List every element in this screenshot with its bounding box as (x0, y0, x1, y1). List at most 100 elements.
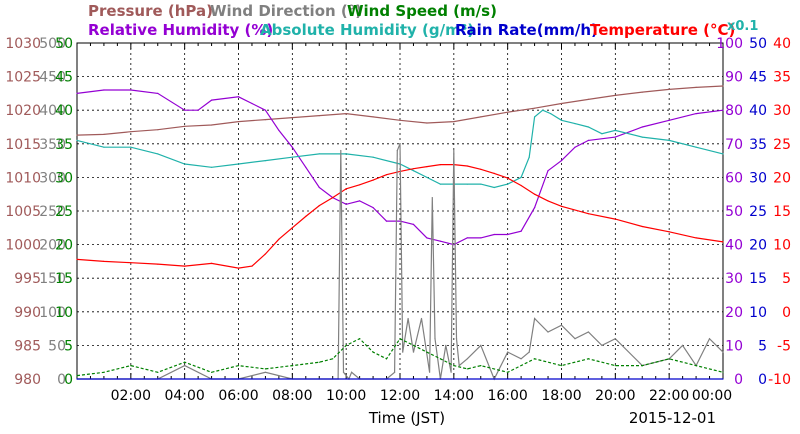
data-point (426, 176, 428, 178)
data-point (560, 119, 563, 121)
data-point (251, 265, 253, 267)
data-point (237, 96, 240, 98)
data-point (493, 172, 495, 174)
left-tick-label: 450 (39, 70, 66, 86)
data-point (614, 365, 616, 367)
data-point (372, 116, 374, 118)
data-point (641, 225, 643, 228)
data-point (601, 133, 603, 135)
x-tick-label: 20:00 (595, 388, 635, 404)
right-tick-label: 15 (773, 204, 791, 220)
data-point (453, 365, 455, 367)
x-tick-label: 02:00 (111, 388, 151, 404)
date-label: 2015-12-01 (629, 409, 716, 427)
right-tick-label: 80 (725, 103, 743, 119)
data-point (574, 146, 576, 148)
x-tick-label: 06:00 (218, 388, 258, 404)
data-point (211, 99, 213, 101)
data-point (372, 179, 374, 181)
data-point (445, 344, 447, 346)
data-point (359, 200, 361, 202)
left-tick-label: 1005 (5, 204, 41, 220)
data-point (614, 94, 616, 96)
data-point (507, 233, 509, 236)
left-tick-label: 25 (55, 204, 73, 220)
data-point (466, 237, 468, 239)
data-point (385, 358, 388, 360)
data-point (587, 98, 590, 100)
right-tick-label: 5 (782, 271, 791, 287)
data-point (480, 237, 482, 239)
right-tick-label: 30 (773, 103, 791, 119)
data-point (103, 89, 105, 91)
data-point (695, 113, 697, 115)
data-point (76, 139, 78, 141)
data-point (237, 365, 240, 367)
data-point (453, 121, 455, 123)
data-point (722, 378, 724, 380)
data-point (534, 193, 536, 195)
left-tick-label: 50 (55, 36, 73, 52)
data-point (547, 170, 549, 172)
data-point (332, 197, 334, 199)
data-point (507, 183, 509, 185)
legend-entry: Wind Speed (m/s) (347, 2, 497, 20)
data-point (587, 213, 590, 215)
data-point (385, 174, 388, 176)
data-point (157, 371, 159, 373)
data-point (601, 344, 603, 346)
data-point (722, 351, 724, 353)
right-tick-label: 70 (725, 137, 743, 153)
data-point (211, 166, 213, 168)
data-point (493, 186, 495, 189)
left-tick-label: 1030 (5, 36, 41, 52)
data-point (412, 344, 415, 346)
right-tick-label: 20 (749, 238, 767, 254)
data-point (722, 371, 724, 373)
x-tick-label: 00:00 (692, 388, 732, 404)
data-point (264, 368, 266, 370)
left-tick-label: 200 (39, 238, 66, 254)
right-tick-label: 20 (725, 305, 743, 321)
data-point (722, 241, 724, 243)
left-tick-label: 1015 (5, 137, 41, 153)
data-point (528, 156, 530, 158)
data-point (211, 262, 213, 264)
data-point (399, 220, 401, 222)
data-point (184, 365, 186, 367)
data-point (264, 371, 266, 373)
data-point (184, 265, 186, 267)
right-tick-label: 50 (725, 204, 743, 220)
data-point (520, 230, 522, 232)
data-point (340, 149, 342, 152)
data-point (237, 121, 240, 123)
data-point (641, 126, 643, 128)
left-tick-label: 250 (39, 204, 66, 220)
left-tick-label: 1000 (5, 238, 41, 254)
data-point (614, 136, 616, 138)
data-point (345, 153, 347, 155)
data-point (76, 375, 78, 377)
data-point (439, 358, 441, 360)
right-tick-label: 5 (758, 338, 767, 354)
right-tick-label: 20 (773, 170, 791, 186)
data-point (345, 188, 347, 190)
right-tick-label: 15 (749, 271, 767, 287)
data-point (157, 263, 159, 265)
data-point (103, 260, 105, 262)
data-point (237, 267, 240, 269)
data-point (318, 361, 320, 363)
data-point (507, 177, 509, 179)
left-tick-label: 1010 (5, 170, 41, 186)
data-point (466, 165, 468, 167)
data-point (359, 338, 361, 340)
data-point (668, 119, 670, 121)
data-point (318, 186, 320, 189)
data-point (157, 92, 159, 94)
legend-entry: x0.1 (727, 19, 758, 34)
data-point (372, 207, 374, 209)
data-point (668, 231, 670, 233)
data-point (426, 122, 428, 124)
data-point (345, 344, 347, 346)
